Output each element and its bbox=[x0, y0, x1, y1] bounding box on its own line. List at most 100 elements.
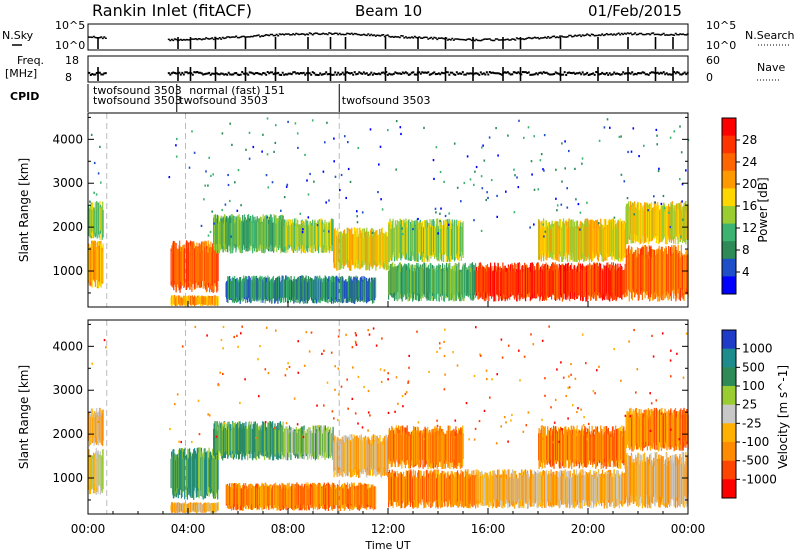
echo-speckle bbox=[310, 331, 313, 334]
nsky-trace-line bbox=[88, 32, 689, 42]
echo-speckle bbox=[575, 433, 577, 436]
echo-speckle bbox=[264, 368, 267, 371]
echo-speckle bbox=[681, 183, 684, 186]
cpid-entry: twofsound 3503 bbox=[179, 94, 268, 107]
echo-speckle bbox=[507, 344, 510, 347]
echo-speckle bbox=[294, 122, 297, 125]
echo-speckle bbox=[435, 146, 438, 149]
echo-speckle bbox=[592, 390, 595, 393]
echo-speckle bbox=[435, 211, 437, 214]
echo-speckle bbox=[669, 225, 672, 229]
echo-speckle bbox=[443, 388, 446, 391]
echo-speckle bbox=[456, 364, 459, 367]
echo-speckle bbox=[214, 232, 217, 235]
x-tick-label: 00:00 bbox=[671, 522, 706, 536]
echo-speckle bbox=[505, 190, 507, 193]
echo-speckle bbox=[649, 392, 651, 395]
echo-speckle bbox=[541, 339, 544, 342]
echo-speckle bbox=[169, 427, 171, 431]
echo-speckle bbox=[240, 204, 242, 207]
echo-speckle bbox=[507, 134, 509, 137]
echo-speckle bbox=[325, 201, 327, 204]
echo-speckle bbox=[473, 374, 476, 378]
echo-speckle bbox=[387, 378, 389, 381]
echo-cell bbox=[625, 432, 627, 462]
echo-speckle bbox=[211, 210, 213, 213]
echo-speckle bbox=[574, 377, 577, 380]
echo-speckle bbox=[514, 174, 516, 177]
echo-speckle bbox=[297, 371, 300, 374]
echo-speckle bbox=[496, 215, 498, 218]
echo-speckle bbox=[679, 178, 681, 181]
echo-cell bbox=[217, 250, 219, 281]
y-tick-label: 3000 bbox=[52, 176, 83, 190]
echo-speckle bbox=[483, 409, 486, 412]
echo-speckle bbox=[236, 209, 239, 212]
echo-speckle bbox=[222, 347, 224, 350]
date-label: 01/Feb/2015 bbox=[588, 2, 682, 20]
echo-speckle bbox=[542, 437, 544, 440]
echo-speckle bbox=[544, 394, 546, 397]
echo-speckle bbox=[510, 419, 512, 422]
echo-speckle bbox=[355, 341, 357, 344]
echo-speckle bbox=[681, 200, 683, 203]
echo-speckle bbox=[543, 134, 546, 137]
echo-speckle bbox=[543, 169, 545, 172]
echo-speckle bbox=[448, 212, 450, 215]
echo-speckle bbox=[503, 416, 506, 419]
echo-speckle bbox=[680, 151, 683, 154]
colorbar-segment bbox=[722, 404, 736, 424]
echo-speckle bbox=[229, 199, 231, 203]
echo-speckle bbox=[553, 421, 556, 424]
echo-speckle bbox=[561, 428, 563, 431]
echo-speckle bbox=[357, 375, 360, 378]
echo-speckle bbox=[198, 433, 201, 436]
freq-panel bbox=[87, 55, 689, 83]
echo-speckle bbox=[519, 379, 521, 382]
echo-speckle bbox=[628, 340, 630, 343]
echo-speckle bbox=[486, 191, 488, 194]
echo-speckle bbox=[544, 377, 546, 380]
echo-speckle bbox=[647, 209, 649, 212]
echo-speckle bbox=[367, 329, 369, 332]
echo-speckle bbox=[340, 173, 343, 177]
echo-speckle bbox=[274, 141, 277, 144]
nsearch-label: N.Search bbox=[745, 29, 795, 42]
echo-speckle bbox=[439, 170, 442, 174]
echo-speckle bbox=[567, 417, 569, 420]
echo-speckle bbox=[568, 386, 571, 389]
echo-speckle bbox=[236, 334, 238, 337]
echo-speckle bbox=[387, 411, 390, 414]
echo-speckle bbox=[265, 326, 268, 329]
echo-speckle bbox=[345, 333, 347, 336]
x-tick-label: 12:00 bbox=[371, 522, 406, 536]
freq-trace-line bbox=[88, 71, 689, 76]
echo-speckle bbox=[248, 131, 251, 134]
cpid-entry: twofsound 3503 bbox=[342, 94, 431, 107]
echo-speckle bbox=[296, 423, 299, 426]
echo-speckle bbox=[460, 200, 462, 203]
echo-speckle bbox=[598, 222, 600, 225]
echo-speckle bbox=[673, 130, 676, 133]
echo-speckle bbox=[436, 419, 438, 422]
velocity-ylabel: Slant Range [km] bbox=[17, 365, 31, 469]
echo-speckle bbox=[207, 413, 209, 416]
echo-speckle bbox=[231, 143, 233, 146]
echo-speckle bbox=[355, 334, 357, 337]
echo-speckle bbox=[649, 429, 652, 432]
echo-speckle bbox=[207, 234, 210, 237]
echo-speckle bbox=[245, 148, 247, 151]
echo-speckle bbox=[394, 410, 396, 413]
echo-speckle bbox=[252, 145, 255, 149]
echo-speckle bbox=[635, 391, 637, 394]
echo-speckle bbox=[302, 435, 305, 439]
echo-speckle bbox=[658, 167, 660, 170]
echo-speckle bbox=[468, 438, 470, 441]
colorbar-segment bbox=[722, 153, 736, 172]
echo-speckle bbox=[542, 168, 544, 171]
echo-speckle bbox=[259, 345, 261, 348]
echo-speckle bbox=[638, 155, 640, 158]
colorbar-segment bbox=[722, 460, 736, 480]
echo-speckle bbox=[316, 224, 319, 227]
